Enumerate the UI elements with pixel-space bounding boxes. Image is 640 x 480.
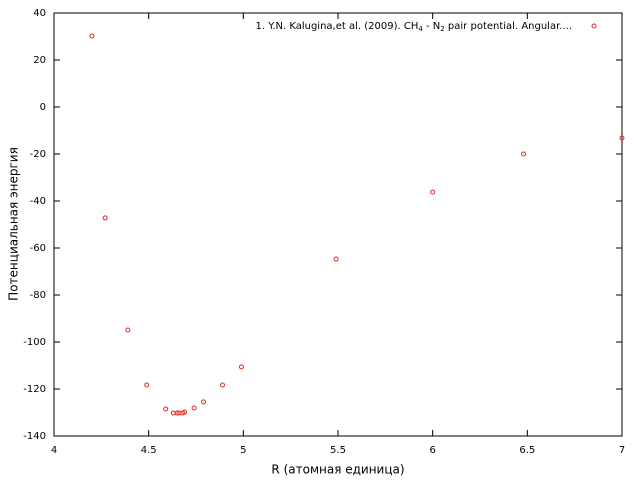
y-tick-label: 20	[33, 55, 46, 66]
y-axis-label: Потенциальная энергия	[7, 147, 21, 301]
x-tick-label: 5.5	[330, 445, 346, 456]
y-tick-label: 0	[40, 102, 46, 113]
x-axis-label: R (атомная единица)	[271, 463, 404, 477]
point	[521, 151, 527, 157]
y-tick-label: -60	[30, 243, 46, 254]
x-tick-label: 4	[51, 445, 57, 456]
point	[144, 382, 150, 388]
x-tick-label: 6	[429, 445, 435, 456]
y-tick-label: -20	[30, 149, 46, 160]
x-tick-label: 6.5	[519, 445, 535, 456]
y-tick-label: -80	[30, 290, 46, 301]
point	[102, 215, 108, 221]
point	[174, 410, 180, 416]
point	[191, 405, 197, 411]
x-tick-label: 7	[619, 445, 625, 456]
legend-marker	[591, 23, 597, 29]
point	[619, 135, 625, 141]
point	[220, 382, 226, 388]
x-tick-label: 4.5	[141, 445, 157, 456]
point	[430, 189, 436, 195]
y-tick-label: -40	[30, 196, 46, 207]
point	[163, 406, 169, 412]
point	[125, 327, 131, 333]
y-tick-label: -100	[23, 337, 46, 348]
point	[201, 399, 207, 405]
point	[89, 33, 95, 39]
y-tick-label: -120	[23, 384, 46, 395]
plot-border	[53, 12, 623, 437]
point	[333, 256, 339, 262]
legend-label: 1. Y.N. Kalugina,et al. (2009). CH4 - N2…	[256, 21, 572, 33]
x-tick-label: 5	[240, 445, 246, 456]
point	[238, 364, 244, 370]
y-tick-label: 40	[33, 8, 46, 19]
y-tick-label: -140	[23, 431, 46, 442]
point	[182, 409, 188, 415]
